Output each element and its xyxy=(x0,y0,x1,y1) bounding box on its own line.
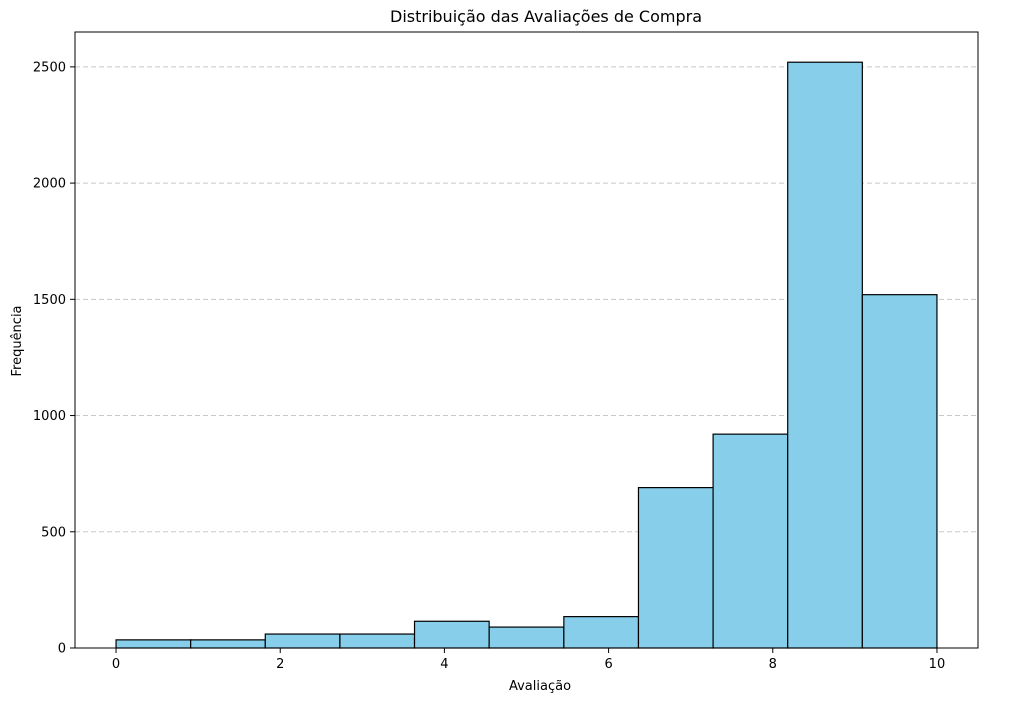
histogram-bar xyxy=(488,626,565,649)
histogram-bar xyxy=(190,639,266,649)
x-tick-label: 6 xyxy=(604,657,612,672)
x-axis-label: Avaliação xyxy=(509,679,571,694)
x-tick-label: 2 xyxy=(276,657,284,672)
y-axis-label: Frequência xyxy=(10,305,25,376)
histogram-bar xyxy=(413,620,490,649)
y-tick-label: 2500 xyxy=(33,60,66,75)
histogram-bar xyxy=(563,616,640,649)
x-tick-label: 4 xyxy=(440,657,448,672)
x-axis-ticks: 0 2 4 6 8 10 xyxy=(112,648,945,672)
y-tick-label: 1500 xyxy=(33,293,66,308)
histogram-bar xyxy=(264,633,341,649)
y-axis-ticks: 0 500 1000 1500 2000 2500 xyxy=(33,60,75,657)
x-tick-label: 10 xyxy=(929,657,946,672)
histogram-bar xyxy=(339,633,416,649)
histogram-bar xyxy=(787,61,863,649)
y-tick-label: 0 xyxy=(58,642,66,657)
plot-frame xyxy=(74,31,979,649)
chart-title: Distribuição das Avaliações de Compra xyxy=(390,7,702,26)
y-tick-label: 2000 xyxy=(33,177,66,192)
bars xyxy=(115,61,938,649)
x-tick-label: 0 xyxy=(112,657,120,672)
histogram-bar xyxy=(637,487,714,649)
histogram-bar xyxy=(115,639,192,649)
histogram-bar xyxy=(861,294,938,649)
x-tick-label: 8 xyxy=(769,657,777,672)
y-tick-label: 500 xyxy=(41,525,66,540)
histogram-bar xyxy=(712,433,789,649)
y-tick-label: 1000 xyxy=(33,409,66,424)
